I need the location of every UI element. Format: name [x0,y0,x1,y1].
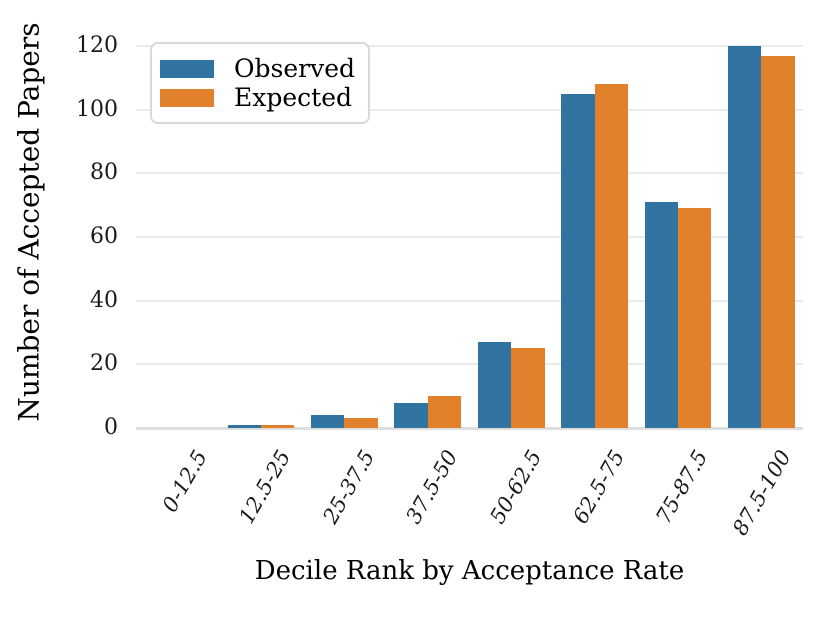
bar-expected-50-62.5 [511,348,545,428]
x-tick-label-12.5-25: 12.5-25 [234,446,296,528]
x-tick-label-75-87.5: 75-87.5 [651,446,713,528]
bar-expected-62.5-75 [594,84,628,428]
x-tick-label-25-37.5: 25-37.5 [318,446,380,528]
x-tick-label-50-62.5: 50-62.5 [484,446,546,528]
legend-entry-expected: Expected [160,83,354,112]
x-tick-label-37.5-50: 37.5-50 [401,446,463,528]
y-tick-label-0: 0 [104,415,118,440]
y-tick-label-100: 100 [76,96,118,122]
bar-expected-87.5-100 [761,55,795,428]
x-tick-label-87.5-100: 87.5-100 [728,446,797,540]
y-tick-label-80: 80 [90,160,118,186]
gridline-y60 [136,236,803,238]
gridline-y40 [136,299,803,302]
y-tick-label-60: 60 [90,224,118,249]
gridline-y100 [136,108,803,111]
x-axis-label: Decile Rank by Acceptance Rate [254,556,685,586]
legend-label-observed: Observed [234,54,355,83]
legend-swatch-expected-icon [160,88,214,107]
bar-observed-75-87.5 [644,201,678,428]
bar-expected-37.5-50 [427,396,462,428]
legend-swatch-observed-icon [160,59,214,78]
plot-area [136,20,803,430]
bar-observed-50-62.5 [477,342,512,428]
x-tick-label-62.5-75: 62.5-75 [568,446,630,528]
legend: Observed Expected [150,42,370,124]
x-axis-baseline [136,426,803,430]
bar-expected-25-37.5 [344,418,378,428]
bar-observed-12.5-25 [227,424,262,428]
bar-observed-87.5-100 [727,46,762,428]
bar-observed-25-37.5 [311,415,345,428]
gridline-y20 [136,363,803,366]
x-tick-label-0-12.5: 0-12.5 [158,446,213,517]
bar-observed-62.5-75 [561,93,595,428]
bar-observed-37.5-50 [394,402,428,428]
y-tick-label-40: 40 [90,287,118,313]
gridline-y120 [136,45,803,47]
bar-expected-12.5-25 [261,424,295,428]
y-tick-label-20: 20 [90,351,118,377]
gridline-y80 [136,172,803,175]
legend-label-expected: Expected [234,83,352,112]
y-tick-label-120: 120 [76,33,118,58]
bar-expected-75-87.5 [677,208,712,428]
legend-entry-observed: Observed [160,54,355,83]
